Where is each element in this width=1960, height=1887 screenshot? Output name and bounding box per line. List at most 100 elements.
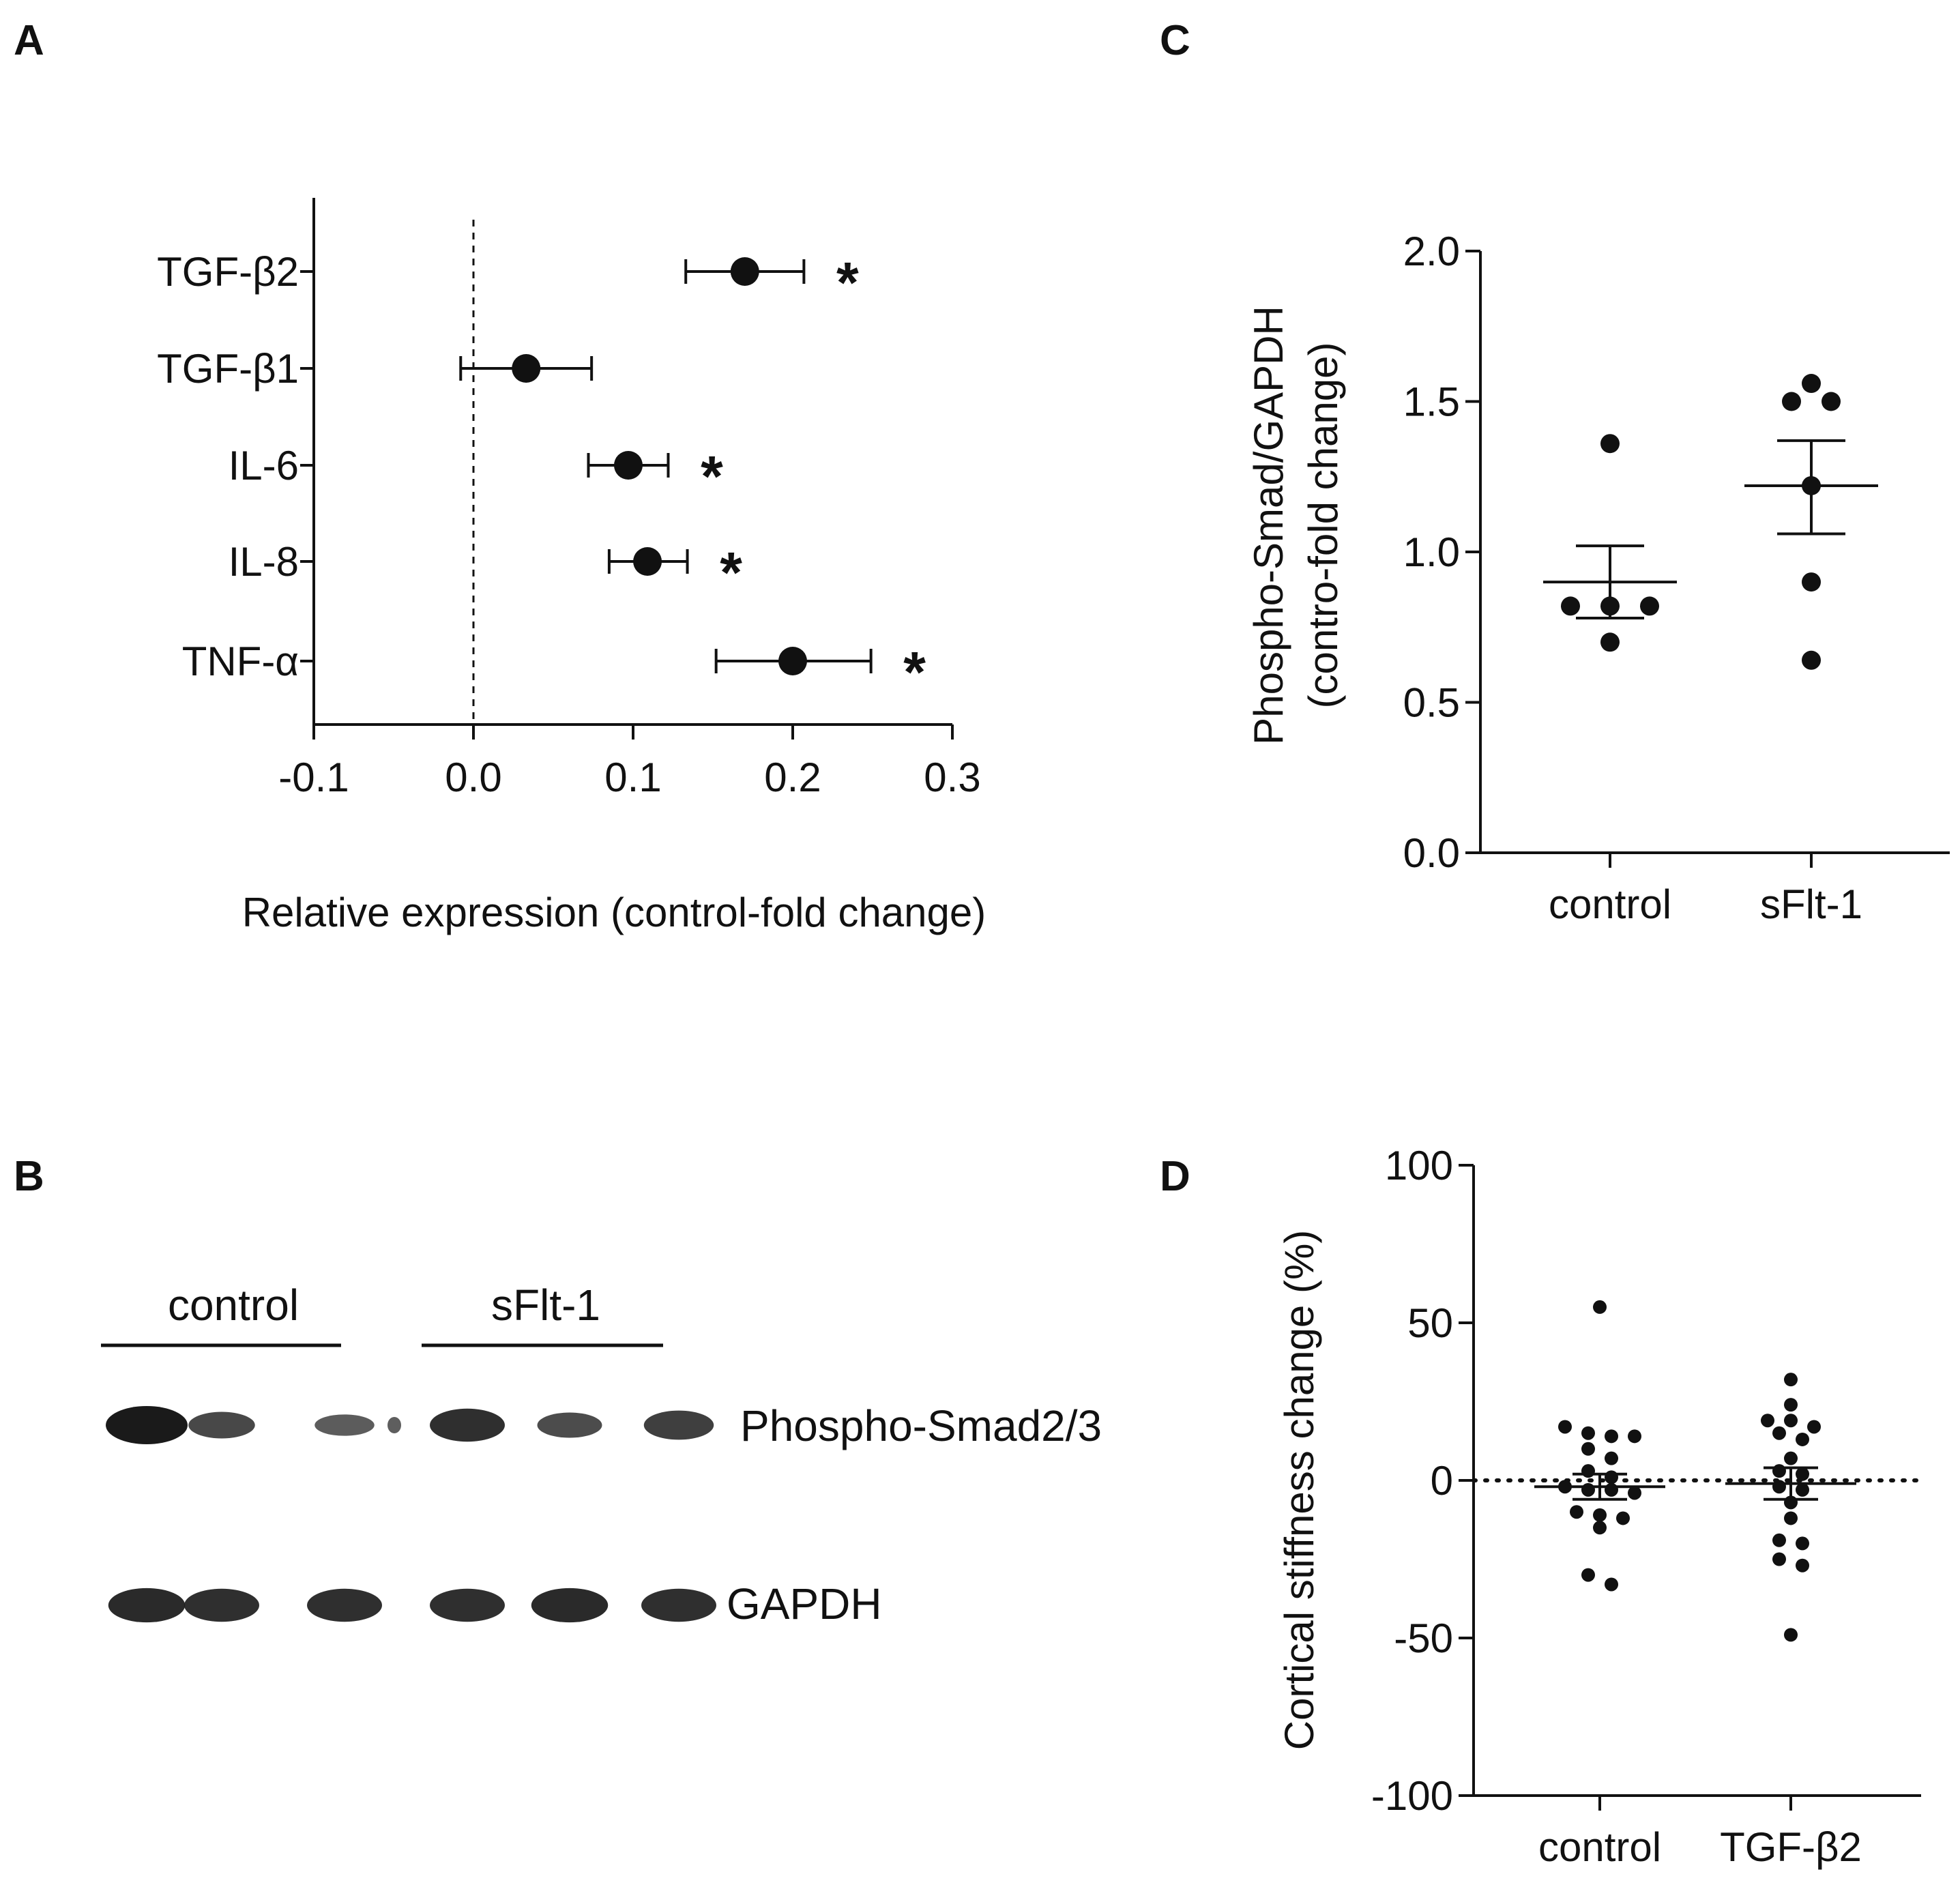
panel-d-data-point	[1796, 1467, 1809, 1481]
panel-d-data-point	[1772, 1552, 1786, 1566]
panel-a-significance-mark: *	[720, 540, 742, 604]
panel-d-data-point	[1593, 1521, 1607, 1535]
panel-c-y-tick-label: 1.0	[1403, 529, 1460, 575]
panel-c-y-tick-label: 2.0	[1403, 229, 1460, 274]
blot-band-phospho-smad2-3-lane-4	[430, 1408, 505, 1442]
panel-d-y-tick-label: 50	[1407, 1300, 1453, 1346]
panel-a-x-tick-label: 0.1	[604, 755, 661, 800]
panel-c-category-label-sflt-1: sFlt-1	[1760, 881, 1862, 927]
panel-d-data-point	[1558, 1480, 1572, 1494]
blot-row-label-gapdh: GAPDH	[727, 1579, 882, 1628]
panel-c-data-point	[1802, 650, 1821, 670]
panel-d-data-point	[1784, 1414, 1798, 1428]
blot-band-phospho-smad2-3-lane-5	[537, 1412, 602, 1438]
panel-c-axes	[1479, 251, 1950, 854]
panel-d-data-point	[1784, 1398, 1798, 1412]
panel-c-y-tick-label: 0.0	[1403, 830, 1460, 876]
panel-c-y-axis-title-line2: (contro-fold change)	[1300, 342, 1346, 709]
panel-a-x-tick-label: 0.3	[924, 755, 980, 800]
panel-c-marks	[1543, 374, 1878, 670]
blot-band-gapdh-lane-1	[108, 1588, 186, 1623]
panel-c-data-point	[1600, 632, 1620, 652]
panel-d-data-point	[1581, 1568, 1595, 1582]
panel-c-y-tick-label: 0.5	[1403, 680, 1460, 726]
panel-c-data-point	[1640, 596, 1659, 616]
panel-d-data-point	[1772, 1480, 1786, 1494]
panel-d-y-tick-label: -50	[1394, 1615, 1453, 1661]
panel-a-significance-mark: *	[903, 640, 926, 704]
panel-c-data-point	[1782, 392, 1801, 411]
panel-d-data-point	[1761, 1414, 1774, 1428]
panel-c-data-point	[1600, 596, 1620, 616]
panel-d-data-point	[1784, 1373, 1798, 1387]
panel-d-category-label-tgf-2: TGF-β2	[1720, 1824, 1862, 1870]
panel-d-data-point	[1605, 1429, 1618, 1444]
blot-band-phospho-smad2-3-lane-3	[315, 1414, 375, 1436]
panel-d-data-point	[1581, 1426, 1595, 1440]
panel-d-data-point	[1796, 1558, 1809, 1572]
panel-c-data-point	[1802, 572, 1821, 592]
panel-d-data-point	[1796, 1482, 1809, 1497]
panel-d-data-point	[1616, 1511, 1630, 1525]
panel-c-y-ticks: 0.0 0.5 1.0 1.5 2.0	[1403, 229, 1480, 876]
blot-group-label-sflt1: sFlt-1	[491, 1281, 600, 1330]
panel-d-data-point	[1605, 1577, 1618, 1592]
panel-c-y-axis-title-line1: Phospho-Smad/GAPDH	[1246, 306, 1291, 745]
panel-a-category-label-il-8: IL-8	[229, 539, 299, 585]
panel-a-x-axis-title: Relative expression (control-fold change…	[242, 890, 986, 935]
panel-c: C 0.0 0.5 1.0 1.5 2.0 control sFlt-1 Phospho-…	[1160, 17, 1950, 927]
panel-a-x-tick-label: -0.1	[278, 755, 349, 800]
blot-band-gapdh-lane-5	[531, 1588, 609, 1623]
panel-c-data-point	[1600, 434, 1620, 454]
panel-c-category-label-control: control	[1549, 881, 1671, 927]
panel-a-category-label-tgf-1: TGF-β1	[157, 346, 299, 392]
blot-band-gapdh-lane-4	[430, 1588, 505, 1622]
panel-d-category-label-control: control	[1538, 1824, 1661, 1870]
panel-d-data-point	[1784, 1511, 1798, 1525]
panel-d-data-point	[1581, 1482, 1595, 1497]
panel-d-data-point	[1628, 1486, 1641, 1500]
panel-d-data-point	[1628, 1429, 1641, 1444]
blot-band-phospho-smad2-3-lane-2	[188, 1411, 255, 1439]
panel-c-y-tick-label: 1.5	[1403, 379, 1460, 425]
panel-d-data-point	[1772, 1426, 1786, 1440]
panel-b-label: B	[14, 1153, 44, 1200]
panel-a-point-il-6	[613, 451, 643, 480]
panel-d-y-tick-label: 0	[1431, 1458, 1453, 1504]
panel-a-point-tgf-1	[512, 354, 541, 383]
panel-a-category-label-il-6: IL-6	[229, 443, 299, 488]
panel-a-significance-mark: *	[836, 250, 859, 314]
panel-d-y-tick-label: -100	[1371, 1773, 1453, 1819]
panel-d-data-point	[1796, 1536, 1809, 1551]
panel-d-data-point	[1784, 1495, 1798, 1510]
panel-a-category-label-tnf: TNF-α	[182, 639, 299, 684]
blot-band-gapdh-lane-3	[307, 1588, 382, 1622]
panel-d-y-axis-title: Cortical stiffness change (%)	[1276, 1230, 1322, 1751]
blot-band-phospho-smad2-3-lane-6	[643, 1410, 714, 1440]
panel-c-label: C	[1160, 17, 1190, 64]
panel-d-data-point	[1772, 1533, 1786, 1547]
panel-d-marks	[1534, 1300, 1856, 1642]
panel-d-data-point	[1784, 1628, 1798, 1642]
panel-d-y-tick-label: 100	[1385, 1143, 1453, 1188]
blot-group-label-control: control	[168, 1281, 299, 1330]
panel-a-categories: TGF-β2 TGF-β1 IL-6 IL-8 TNF-α	[157, 249, 314, 684]
panel-a-category-label-tgf-2: TGF-β2	[157, 249, 299, 295]
blot-band-phospho-smad2-3-lane-1	[106, 1406, 188, 1444]
panel-d-y-ticks: -100 -50 0 50 100	[1371, 1143, 1474, 1819]
blot-band-gapdh-lane-6	[641, 1588, 716, 1622]
panel-a-x-tick-label: 0.0	[445, 755, 501, 800]
panel-a-significance-mark: *	[701, 444, 723, 508]
panel-b: B control sFlt-1 Phospho-Smad2/3 GAPDH	[14, 1153, 1102, 1628]
panel-c-data-point	[1561, 596, 1580, 616]
panel-d-data-point	[1593, 1300, 1607, 1314]
panel-d-data-point	[1558, 1420, 1572, 1434]
panel-d-data-point	[1593, 1508, 1607, 1522]
panel-d-data-point	[1570, 1505, 1583, 1519]
panel-d-data-point	[1784, 1451, 1798, 1465]
panel-d-data-point	[1605, 1451, 1618, 1465]
panel-d-data-point	[1605, 1482, 1618, 1497]
blot-bands	[106, 1406, 716, 1623]
panel-d-data-point	[1581, 1464, 1595, 1478]
panel-d-label: D	[1160, 1153, 1190, 1200]
